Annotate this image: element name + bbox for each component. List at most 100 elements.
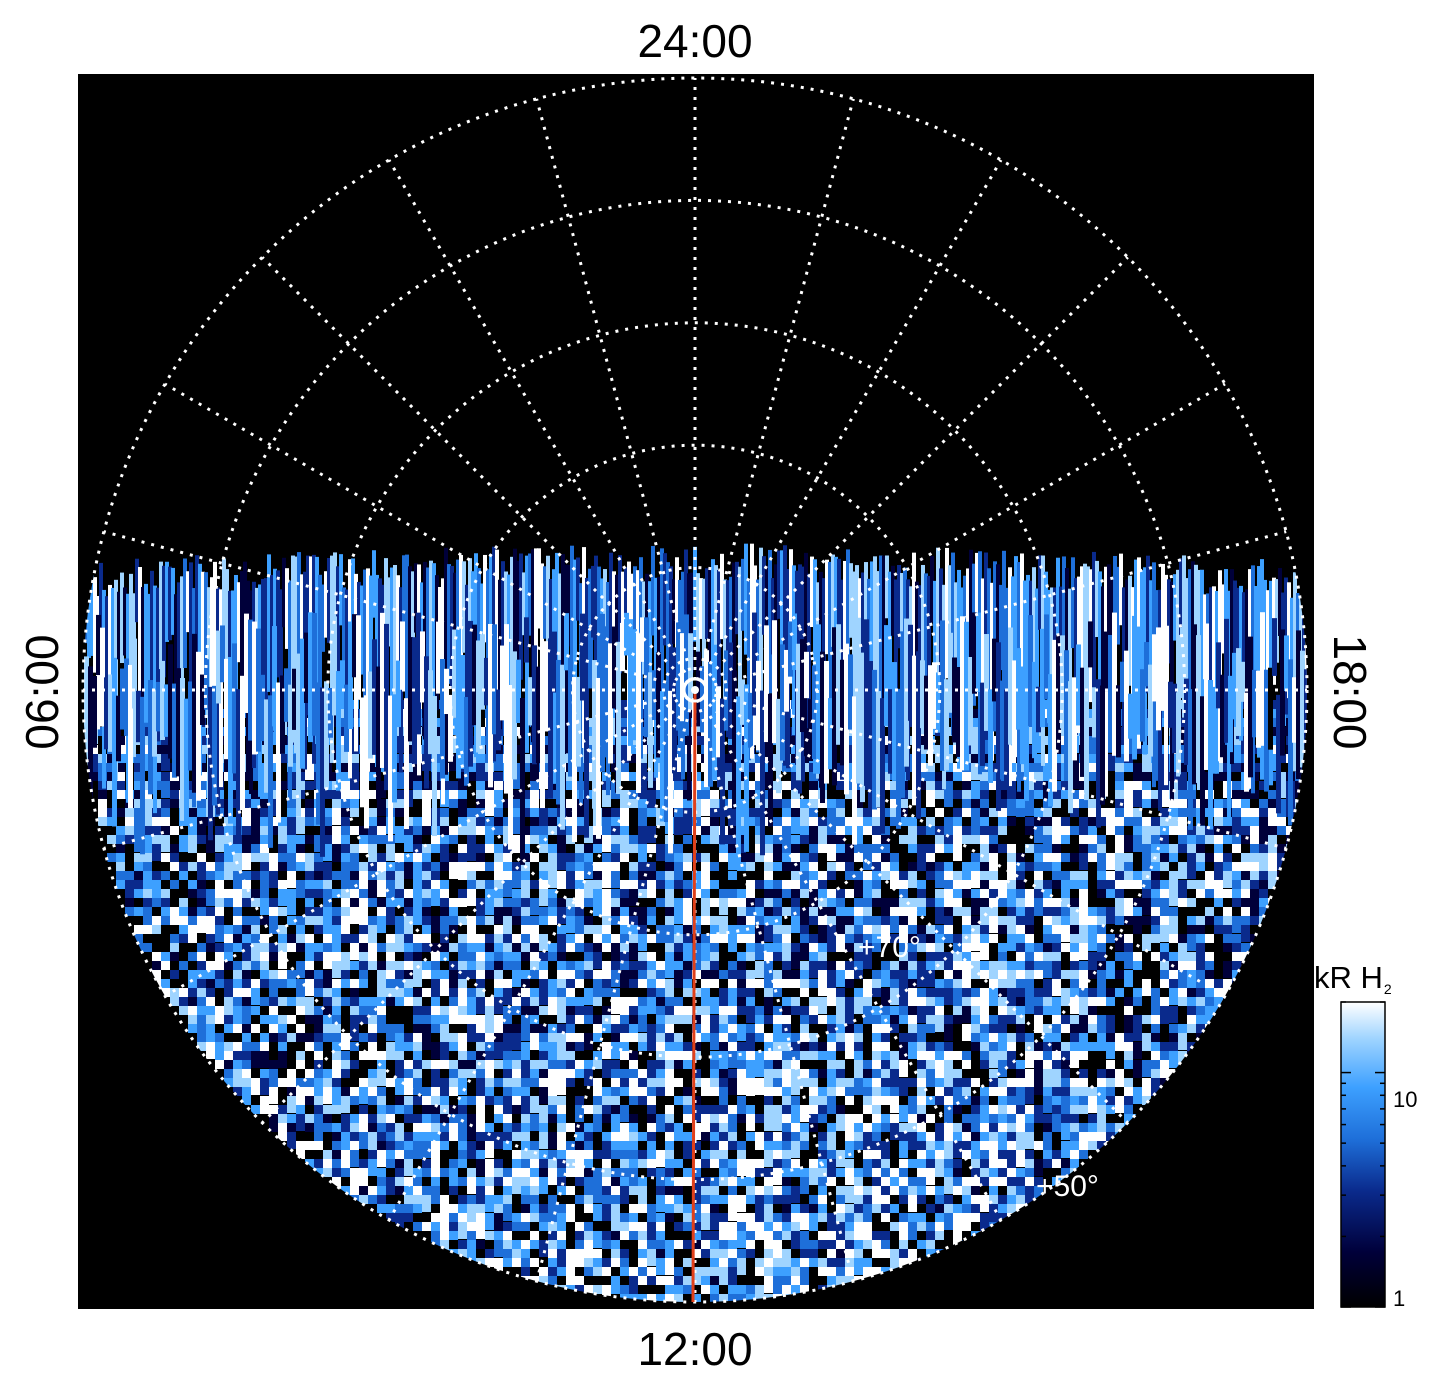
emission-cell [467,871,476,880]
emission-cell [557,997,566,1014]
emission-cell [521,1015,530,1024]
emission-cell [557,826,566,843]
emission-cell [809,871,818,888]
emission-cell [719,1060,728,1077]
emission-cell [575,808,584,817]
emission-cell [710,1024,719,1041]
emission-cell [440,970,449,979]
emission-cell [1124,790,1133,807]
emission-cell [404,1042,413,1051]
emission-cell [845,1159,854,1168]
emission-cell [1016,1168,1025,1177]
emission-cell [143,907,152,916]
emission-cell [206,979,215,988]
emission-cell [269,1015,278,1024]
emission-cell [998,1141,1007,1150]
emission-cell [233,916,242,925]
emission-cell [962,880,971,897]
emission-cell [836,970,845,987]
emission-cell [1142,862,1151,879]
emission-cell [764,1051,773,1068]
emission-cell [575,1006,584,1023]
emission-cell [728,1006,737,1015]
emission-cell [989,1159,998,1168]
emission-cell [926,826,935,835]
emission-cell [674,1132,683,1141]
emission-cell [701,799,710,816]
emission-cell [440,943,449,952]
emission-cell [530,1168,539,1177]
emission-cell [764,997,773,1014]
emission-cell [413,1123,422,1132]
emission-cell [1151,1051,1160,1060]
emission-cell [1241,943,1250,960]
emission-cell [656,988,665,997]
emission-cell [512,1006,521,1015]
emission-cell [1277,772,1286,781]
emission-cell [908,1132,917,1149]
emission-cell [557,1159,566,1168]
emission-cell [566,979,575,988]
emission-cell [1214,898,1223,907]
emission-cell [143,925,152,934]
emission-cell [701,1132,710,1141]
emission-cell [746,1051,755,1060]
emission-cell [854,844,863,853]
emission-cell [413,1006,422,1015]
emission-cell [1061,907,1070,924]
emission-cell [539,817,548,826]
emission-cell [908,1105,917,1114]
emission-cell [251,844,260,861]
emission-cell [188,817,197,826]
emission-cell [1007,1087,1016,1096]
emission-cell [521,907,530,916]
emission-cell [989,934,998,943]
emission-cell [944,817,953,826]
emission-cell [1070,772,1079,789]
emission-cell [251,1006,260,1015]
emission-cell [755,1168,764,1177]
emission-cell [665,1069,674,1078]
emission-cell [1007,799,1016,816]
emission-cell [809,1168,818,1185]
emission-cell [89,754,98,771]
emission-cell [440,853,449,870]
emission-cell [872,1024,881,1033]
emission-cell [647,961,656,970]
emission-cell [377,979,386,988]
emission-cell [521,808,530,817]
emission-cell [674,952,683,961]
emission-cell [539,1150,548,1159]
emission-cell [341,907,350,916]
emission-cell [242,808,251,825]
emission-cell [548,889,557,898]
emission-cell [944,781,953,790]
emission-cell [404,1132,413,1141]
emission-cell [260,871,269,880]
emission-cell [755,1033,764,1042]
emission-cell [494,1060,503,1069]
emission-cell [944,988,953,1005]
emission-cell [485,844,494,853]
emission-cell [260,808,269,817]
emission-cell [251,943,260,952]
emission-cell [764,871,773,888]
emission-cell [287,835,296,852]
emission-cell [971,970,980,979]
emission-cell [1007,1105,1016,1114]
emission-cell [1178,1051,1187,1068]
emission-cell [539,1024,548,1033]
emission-cell [359,1078,368,1087]
emission-cell [881,1078,890,1087]
emission-cell [539,907,548,924]
emission-cell [620,745,629,754]
emission-cell [386,916,395,925]
emission-cell [422,1006,431,1015]
emission-cell [386,844,395,861]
emission-cell [791,1096,800,1105]
emission-cell [161,898,170,907]
emission-cell [1097,862,1106,871]
emission-cell [809,952,818,969]
emission-cell [521,934,530,943]
emission-cell [1142,898,1151,915]
